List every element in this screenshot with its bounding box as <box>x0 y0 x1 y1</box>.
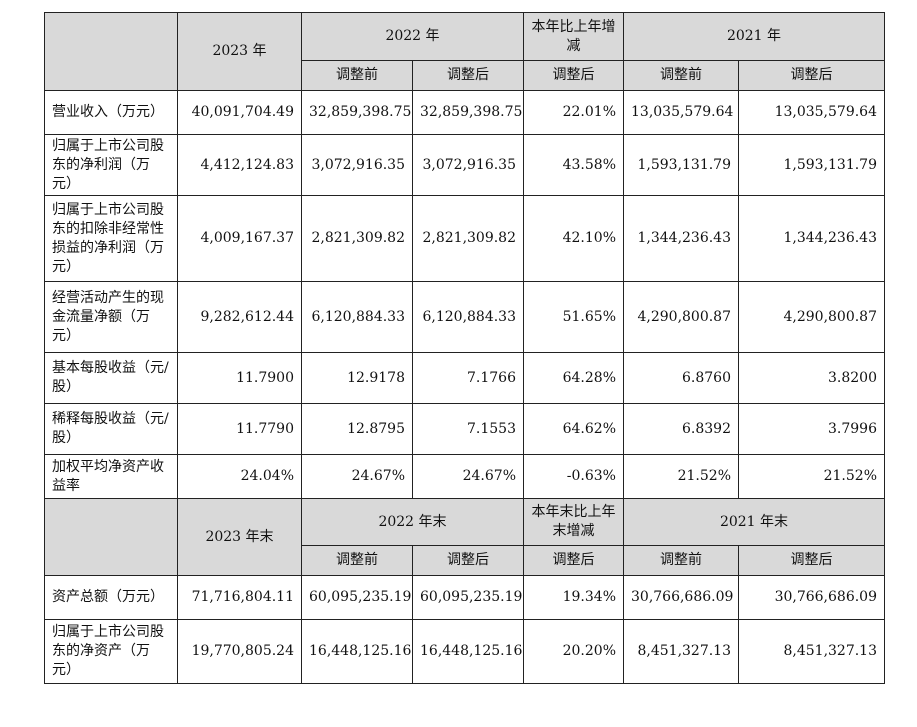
row-label: 基本每股收益（元/股） <box>44 352 178 404</box>
row-label: 归属于上市公司股东的净利润（万元） <box>44 134 178 196</box>
header-sub-cell: 调整前 <box>301 60 413 91</box>
value-cell: 51.65% <box>523 281 624 353</box>
header-row: 2023 年 2022 年本年比上年增减 2021 年 <box>44 12 885 91</box>
table-row: 归属于上市公司股东的净资产（万元） 19,770,805.24 16,448,125… <box>44 619 885 684</box>
value-cell: 7.1553 <box>412 403 524 455</box>
value-cell: 42.10% <box>523 195 624 282</box>
table-row: 经营活动产生的现金流量净额（万元） 9,282,612.44 6,120,884.3… <box>44 281 885 353</box>
header-subrow: 调整前 调整后 调整后 调整前 调整后 <box>45 545 885 576</box>
header-change: 本年比上年增减 <box>523 12 624 61</box>
value-cell: 24.67% <box>301 454 413 499</box>
value-cell: 6.8392 <box>623 403 739 455</box>
value-cell: 4,009,167.37 <box>177 195 302 282</box>
row-label: 营业收入（万元） <box>44 90 178 135</box>
value-cell: 32,859,398.75 <box>301 90 413 135</box>
value-cell: 40,091,704.49 <box>177 90 302 135</box>
value-cell: 19.34% <box>523 575 624 620</box>
value-cell: 64.62% <box>523 403 624 455</box>
header-sub-cell: 调整后 <box>412 545 524 576</box>
table-row: 加权平均净资产收益率 24.04% 24.67% 24.67% -0.63% 21.52%… <box>44 454 885 499</box>
value-cell: 6.8760 <box>623 352 739 404</box>
header-year-prior: 2022 年 <box>301 12 524 61</box>
value-cell: 16,448,125.16 <box>301 619 413 684</box>
value-cell: 60,095,235.19 <box>301 575 413 620</box>
value-cell: 30,766,686.09 <box>738 575 885 620</box>
value-cell: 9,282,612.44 <box>177 281 302 353</box>
value-cell: 21.52% <box>623 454 739 499</box>
value-cell: 1,593,131.79 <box>623 134 739 196</box>
value-cell: 21.52% <box>738 454 885 499</box>
value-cell: 2,821,309.82 <box>412 195 524 282</box>
value-cell: 60,095,235.19 <box>412 575 524 620</box>
value-cell: 22.01% <box>523 90 624 135</box>
value-cell: 16,448,125.16 <box>412 619 524 684</box>
header-sub-cell: 调整后 <box>523 60 624 91</box>
row-label: 归属于上市公司股东的净资产（万元） <box>44 619 178 684</box>
value-cell: 12.8795 <box>301 403 413 455</box>
header-blank-cell <box>44 498 178 576</box>
value-cell: 8,451,327.13 <box>738 619 885 684</box>
value-cell: 11.7790 <box>177 403 302 455</box>
row-label: 加权平均净资产收益率 <box>44 454 178 499</box>
row-label: 归属于上市公司股东的扣除非经常性损益的净利润（万元） <box>44 195 178 282</box>
table-row: 资产总额（万元） 71,716,804.11 60,095,235.19 60,095… <box>44 575 885 620</box>
header-year-2021: 2021 年 <box>623 12 885 61</box>
table-row: 归属于上市公司股东的净利润（万元） 4,412,124.83 3,072,916.3… <box>44 134 885 196</box>
table-row: 基本每股收益（元/股） 11.7900 12.9178 7.1766 64.28% 6.8… <box>44 352 885 404</box>
value-cell: 64.28% <box>523 352 624 404</box>
table-row: 归属于上市公司股东的扣除非经常性损益的净利润（万元） 4,009,167.37 2,… <box>44 195 885 282</box>
header-sub-cell: 调整前 <box>623 545 739 576</box>
header-year-current: 2023 年 <box>177 12 302 91</box>
value-cell: 12.9178 <box>301 352 413 404</box>
header-sub-cell: 调整后 <box>412 60 524 91</box>
value-cell: 7.1766 <box>412 352 524 404</box>
value-cell: 19,770,805.24 <box>177 619 302 684</box>
value-cell: 13,035,579.64 <box>738 90 885 135</box>
row-label: 经营活动产生的现金流量净额（万元） <box>44 281 178 353</box>
value-cell: 4,290,800.87 <box>738 281 885 353</box>
value-cell: 30,766,686.09 <box>623 575 739 620</box>
row-label: 资产总额（万元） <box>44 575 178 620</box>
header-change: 本年末比上年末增减 <box>523 498 624 546</box>
value-cell: -0.63% <box>523 454 624 499</box>
value-cell: 4,412,124.83 <box>177 134 302 196</box>
header-subrow: 调整前 调整后 调整后 调整前 调整后 <box>45 60 885 91</box>
value-cell: 20.20% <box>523 619 624 684</box>
row-label: 稀释每股收益（元/股） <box>44 403 178 455</box>
value-cell: 24.04% <box>177 454 302 499</box>
header-sub-cell: 调整前 <box>301 545 413 576</box>
header-year-current: 2023 年末 <box>177 498 302 576</box>
value-cell: 43.58% <box>523 134 624 196</box>
value-cell: 11.7900 <box>177 352 302 404</box>
value-cell: 24.67% <box>412 454 524 499</box>
value-cell: 3,072,916.35 <box>301 134 413 196</box>
value-cell: 6,120,884.33 <box>412 281 524 353</box>
value-cell: 4,290,800.87 <box>623 281 739 353</box>
value-cell: 32,859,398.75 <box>412 90 524 135</box>
value-cell: 3,072,916.35 <box>412 134 524 196</box>
financial-table: 2023 年 2022 年本年比上年增减 2021 年调整前 调整后 调整后 调整前 调整后… <box>44 12 885 684</box>
header-sub-cell: 调整后 <box>523 545 624 576</box>
value-cell: 13,035,579.64 <box>623 90 739 135</box>
table-row: 营业收入（万元） 40,091,704.49 32,859,398.75 32,859… <box>44 90 885 135</box>
value-cell: 1,344,236.43 <box>623 195 739 282</box>
header-year-prior: 2022 年末 <box>301 498 524 546</box>
header-blank-cell <box>44 12 178 91</box>
value-cell: 6,120,884.33 <box>301 281 413 353</box>
header-sub-cell: 调整后 <box>738 60 885 91</box>
value-cell: 2,821,309.82 <box>301 195 413 282</box>
header-sub-cell: 调整前 <box>623 60 739 91</box>
header-year-2021: 2021 年末 <box>623 498 885 546</box>
value-cell: 3.7996 <box>738 403 885 455</box>
header-sub-cell: 调整后 <box>738 545 885 576</box>
value-cell: 71,716,804.11 <box>177 575 302 620</box>
value-cell: 1,344,236.43 <box>738 195 885 282</box>
value-cell: 1,593,131.79 <box>738 134 885 196</box>
value-cell: 8,451,327.13 <box>623 619 739 684</box>
header-row: 2023 年末 2022 年末 本年末比上年末增减 2021 年末 <box>44 498 885 576</box>
value-cell: 3.8200 <box>738 352 885 404</box>
table-row: 稀释每股收益（元/股） 11.7790 12.8795 7.1553 64.62% 6.8… <box>44 403 885 455</box>
